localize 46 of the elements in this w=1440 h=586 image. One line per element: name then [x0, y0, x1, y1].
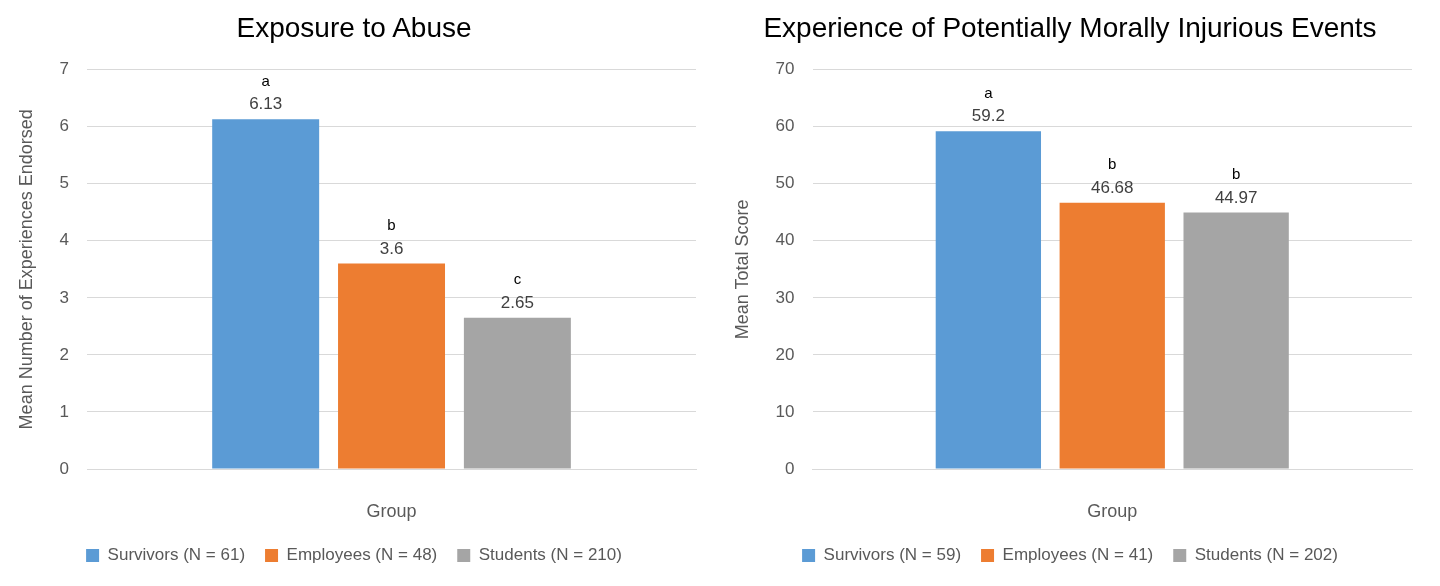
y-tick-label: 50: [775, 173, 795, 193]
annotation: c: [513, 270, 522, 288]
chart-title: Exposure to Abuse: [236, 11, 472, 43]
y-tick-label: 30: [775, 287, 795, 307]
y-tick-label: 20: [775, 344, 795, 364]
chart-title: Experience of Potentially Morally Injurious Events: [763, 11, 1377, 43]
legend-label: Employees (N = 48): [286, 545, 438, 565]
y-tick-label: 60: [775, 116, 795, 136]
y-tick-label: 40: [775, 230, 795, 250]
bar: [338, 263, 446, 469]
legend-label: Students (N = 210): [478, 545, 622, 565]
y-tick-label: 0: [785, 458, 795, 478]
data-label: 6.13: [249, 94, 283, 114]
data-label: 44.97: [1214, 187, 1258, 207]
bar: [463, 317, 571, 469]
data-label: 59.2: [971, 106, 1005, 126]
y-tick-label: 1: [59, 401, 70, 421]
annotation: a: [984, 83, 994, 101]
y-tick-label: 70: [775, 59, 795, 79]
annotation: a: [261, 71, 271, 89]
y-tick-label: 3: [59, 287, 70, 307]
bar: [1059, 202, 1165, 469]
legend-label: Survivors (N = 59): [823, 545, 962, 565]
y-tick-label: 2: [59, 344, 70, 364]
y-tick-label: 5: [59, 173, 70, 193]
bar: [935, 131, 1042, 469]
bar: [212, 119, 320, 469]
y-tick-label: 7: [59, 59, 70, 79]
annotation: b: [1231, 165, 1241, 183]
legend-label: Students (N = 202): [1194, 545, 1338, 565]
data-label: 46.68: [1090, 177, 1134, 197]
bar: [1183, 212, 1289, 469]
y-tick-label: 0: [59, 458, 70, 478]
y-axis-title: Mean Number of Experiences Endorsed: [15, 109, 36, 430]
y-tick-label: 10: [775, 401, 795, 421]
x-axis-title: Group: [1087, 501, 1138, 522]
x-axis-title: Group: [366, 501, 417, 522]
data-label: 3.6: [379, 238, 404, 258]
data-label: 2.65: [500, 292, 534, 312]
y-axis-title: Mean Total Score: [731, 199, 752, 340]
legend-label: Survivors (N = 61): [107, 545, 246, 565]
y-tick-label: 6: [59, 116, 70, 136]
annotation: b: [387, 216, 396, 234]
annotation: b: [1108, 155, 1117, 173]
legend-label: Employees (N = 41): [1002, 545, 1154, 565]
y-tick-label: 4: [59, 230, 70, 250]
